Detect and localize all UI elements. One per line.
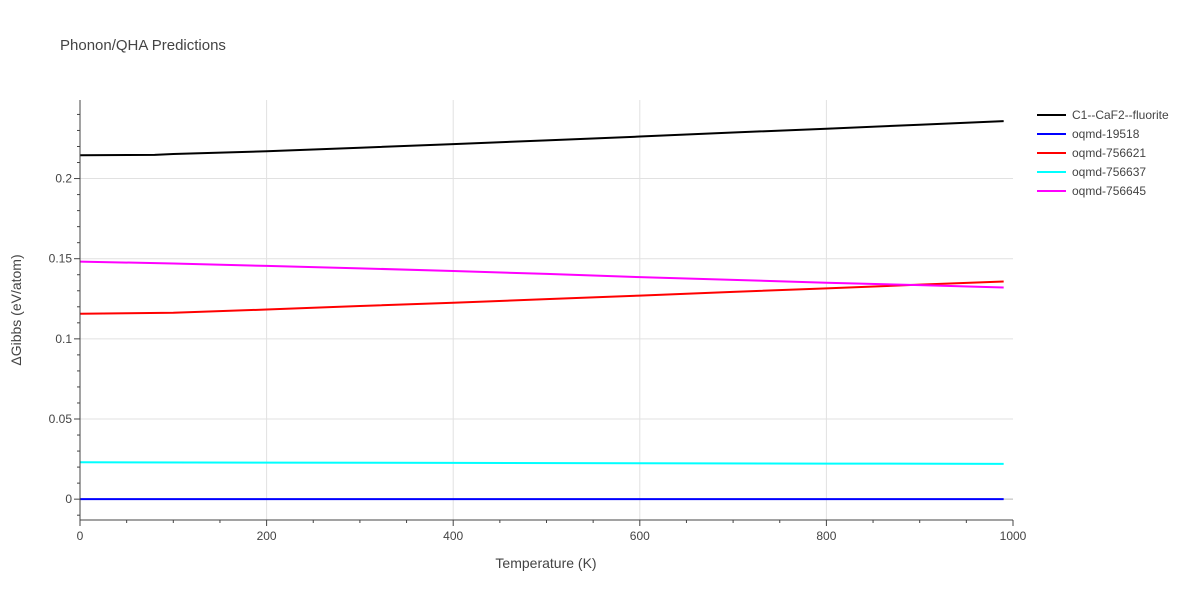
- legend-entry-C1--CaF2--fluorite: C1--CaF2--fluorite: [1072, 108, 1169, 122]
- grid-layer: [80, 100, 1013, 520]
- series-line-oqmd-756621: [79, 280, 1004, 315]
- axes-layer: 0 200 400 600 800 1000 0 0.05 0.1 0.15 0.2: [49, 100, 1027, 543]
- legend: C1--CaF2--fluorite oqmd-19518 oqmd-756621 o…: [1037, 108, 1169, 198]
- y-axis-title: ΔGibbs (eV/atom): [8, 254, 24, 365]
- y-tick-label: 0: [65, 492, 72, 506]
- series-layer: [79, 120, 1004, 501]
- x-tick-label: 800: [816, 529, 836, 543]
- series-line-C1--CaF2--fluorite: [79, 120, 1004, 157]
- x-tick-label: 1000: [1000, 529, 1027, 543]
- series-line-oqmd-756637: [79, 461, 1004, 465]
- x-tick-label: 200: [257, 529, 277, 543]
- x-tick-label: 0: [77, 529, 84, 543]
- y-tick-label: 0.2: [55, 172, 72, 186]
- y-tick-label: 0.1: [55, 332, 72, 346]
- y-tick-label: 0.05: [49, 412, 73, 426]
- x-tick-label: 600: [630, 529, 650, 543]
- legend-entry-oqmd-756621: oqmd-756621: [1072, 146, 1146, 160]
- legend-entry-oqmd-756637: oqmd-756637: [1072, 165, 1146, 179]
- legend-entry-oqmd-19518: oqmd-19518: [1072, 127, 1140, 141]
- x-axis-title: Temperature (K): [495, 555, 596, 571]
- series-line-oqmd-756645: [79, 260, 1004, 289]
- y-tick-label: 0.15: [49, 252, 73, 266]
- chart-title: Phonon/QHA Predictions: [60, 37, 226, 54]
- x-tick-label: 400: [443, 529, 463, 543]
- legend-entry-oqmd-756645: oqmd-756645: [1072, 184, 1146, 198]
